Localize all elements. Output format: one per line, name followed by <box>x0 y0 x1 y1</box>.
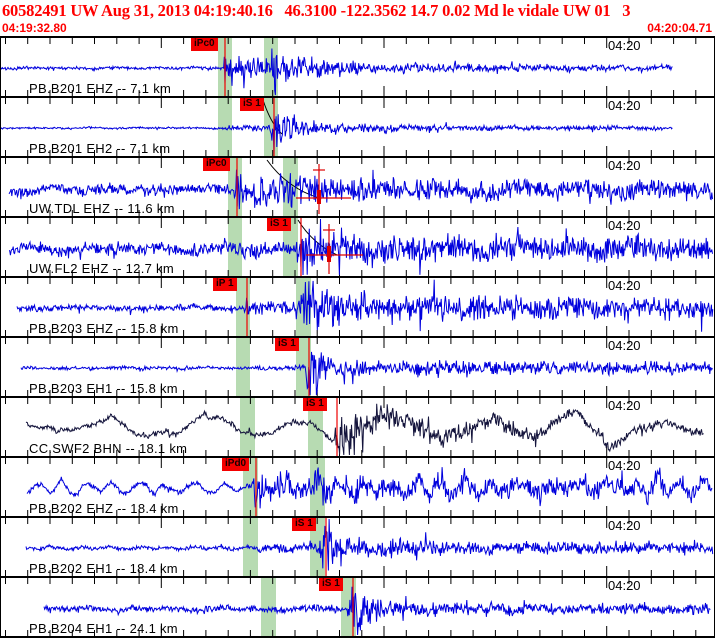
trace-panel-3[interactable]: iPc0 UW.TDL EHZ -- 11.6 km 04:20 <box>1 156 714 216</box>
window-start-time: 04:19:32.80 <box>2 21 67 35</box>
minute-label: 04:20 <box>608 518 641 533</box>
minute-label: 04:20 <box>608 98 641 113</box>
coda-duration-marker <box>296 164 351 214</box>
event-header-title: 60582491 UW Aug 31, 2013 04:19:40.16 46.… <box>2 1 631 20</box>
trace-panel-5[interactable]: iP 1 PB.B203 EHZ -- 15.8 km 04:20 <box>1 276 714 336</box>
seismic-trace <box>20 351 714 396</box>
bottom-border <box>1 636 714 638</box>
predicted-arrival-band <box>236 338 250 396</box>
minute-label: 04:20 <box>608 398 641 413</box>
waveform-plot[interactable] <box>1 38 714 96</box>
predicted-arrival-band <box>310 518 325 576</box>
pick-flag[interactable]: iP 1 <box>213 278 237 291</box>
seismic-trace <box>1 48 673 96</box>
pick-flag[interactable]: iS 1 <box>319 578 343 591</box>
waveform-plot[interactable] <box>1 518 714 576</box>
waveform-plot[interactable] <box>1 338 714 396</box>
station-label: UW.TDL EHZ -- 11.6 km <box>29 201 175 216</box>
seismic-trace <box>26 467 713 509</box>
seismic-trace <box>8 169 713 210</box>
seismic-trace <box>16 279 714 332</box>
station-label: PB.B203 EHZ -- 15.8 km <box>29 321 179 336</box>
waveform-plot[interactable] <box>1 218 714 276</box>
pick-flag[interactable]: iS 1 <box>292 518 316 531</box>
predicted-arrival-band <box>218 98 232 156</box>
minute-label: 04:20 <box>608 338 641 353</box>
station-label: PB.B202 EHZ -- 18.4 km <box>29 501 179 516</box>
minute-label: 04:20 <box>608 458 641 473</box>
predicted-arrival-band <box>240 398 255 456</box>
waveform-plot[interactable] <box>1 158 714 216</box>
window-end-time: 04:20:04.71 <box>647 21 712 35</box>
seismic-trace <box>25 403 704 456</box>
predicted-arrival-band <box>310 458 325 516</box>
trace-panel-1[interactable]: iPc0 PB.B201 EHZ -- 7.1 km 04:20 <box>1 36 714 96</box>
station-label: UW.FL2 EHZ -- 12.7 km <box>29 261 174 276</box>
seismic-trace <box>25 518 714 571</box>
pick-flag[interactable]: iPc0 <box>203 158 230 171</box>
seismic-trace <box>1 114 673 156</box>
waveform-plot[interactable] <box>1 578 714 636</box>
station-label: PB.B201 EH2 -- 7.1 km <box>29 141 171 156</box>
waveform-plot[interactable] <box>1 98 714 156</box>
pick-flag[interactable]: iPd0 <box>222 458 250 471</box>
station-label: CC.SWF2 BHN -- 18.1 km <box>29 441 188 456</box>
waveform-plot[interactable] <box>1 398 714 456</box>
station-label: PB.B201 EHZ -- 7.1 km <box>29 81 172 96</box>
trace-panel-6[interactable]: iS 1 PB.B203 EH1 -- 15.8 km 04:20 <box>1 336 714 396</box>
trace-panel-7[interactable]: iS 1 CC.SWF2 BHN -- 18.1 km 04:20 <box>1 396 714 456</box>
waveform-plot[interactable] <box>1 458 714 516</box>
station-label: PB.B204 EH1 -- 24.1 km <box>29 621 178 636</box>
predicted-arrival-band <box>228 158 242 216</box>
pick-flag[interactable]: iS 1 <box>267 218 291 231</box>
minute-label: 04:20 <box>608 158 641 173</box>
time-window-bar: 04:19:32.80 04:20:04.71 <box>2 21 712 35</box>
minute-label: 04:20 <box>608 38 641 53</box>
pick-flag[interactable]: iS 1 <box>303 398 327 411</box>
minute-label: 04:20 <box>608 218 641 233</box>
seismic-trace <box>8 218 713 276</box>
pick-flag[interactable]: iS 1 <box>240 98 264 111</box>
seismic-trace <box>43 586 711 636</box>
waveform-panels: iPc0 PB.B201 EHZ -- 7.1 km 04:20 iS 1 PB.B20… <box>0 36 715 638</box>
minute-label: 04:20 <box>608 578 641 593</box>
trace-panel-9[interactable]: iS 1 PB.B202 EH1 -- 18.4 km 04:20 <box>1 516 714 576</box>
station-label: PB.B202 EH1 -- 18.4 km <box>29 561 178 576</box>
trace-panel-8[interactable]: iPd0 PB.B202 EHZ -- 18.4 km 04:20 <box>1 456 714 516</box>
minute-label: 04:20 <box>608 278 641 293</box>
trace-panel-4[interactable]: iS 1 UW.FL2 EHZ -- 12.7 km 04:20 <box>1 216 714 276</box>
trace-panel-2[interactable]: iS 1 PB.B201 EH2 -- 7.1 km 04:20 <box>1 96 714 156</box>
pick-flag[interactable]: iPc0 <box>191 38 218 51</box>
station-label: PB.B203 EH1 -- 15.8 km <box>29 381 178 396</box>
pick-flag[interactable]: iS 1 <box>275 338 299 351</box>
trace-panel-10[interactable]: iS 1 PB.B204 EH1 -- 24.1 km 04:20 <box>1 576 714 636</box>
